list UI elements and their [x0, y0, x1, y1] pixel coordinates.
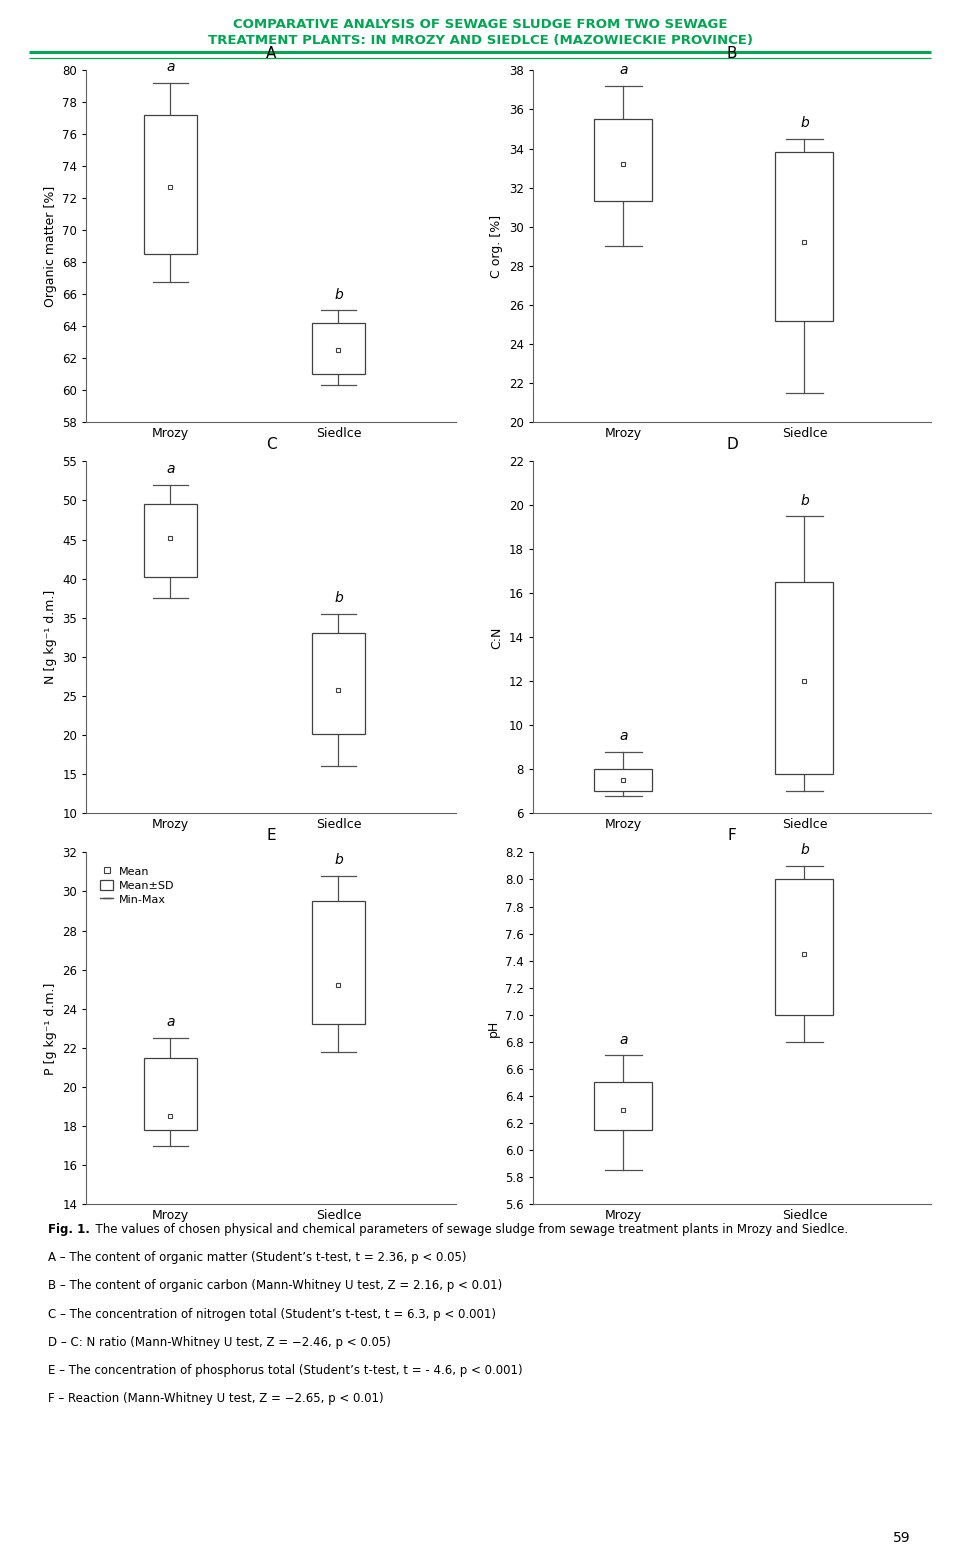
- Text: b: b: [334, 288, 343, 302]
- Text: b: b: [334, 852, 343, 866]
- Text: a: a: [166, 1015, 175, 1029]
- Text: a: a: [619, 729, 628, 743]
- Bar: [776, 582, 833, 774]
- Text: D: D: [726, 436, 738, 452]
- Text: COMPARATIVE ANALYSIS OF SEWAGE SLUDGE FROM TWO SEWAGE: COMPARATIVE ANALYSIS OF SEWAGE SLUDGE FR…: [232, 17, 728, 31]
- Text: b: b: [800, 116, 809, 130]
- Text: C – The concentration of nitrogen total (Student’s t-test, t = 6.3, p < 0.001): C – The concentration of nitrogen total …: [48, 1308, 496, 1320]
- Text: B: B: [727, 45, 737, 61]
- Text: A: A: [266, 45, 276, 61]
- Text: Fig. 1.: Fig. 1.: [48, 1223, 90, 1236]
- Text: a: a: [166, 61, 175, 75]
- Text: B – The content of organic carbon (Mann-Whitney U test, Z = 2.16, p < 0.01): B – The content of organic carbon (Mann-…: [48, 1279, 502, 1292]
- Y-axis label: pH: pH: [487, 1020, 499, 1037]
- Bar: [311, 901, 365, 1024]
- Text: D – C: N ratio (Mann-Whitney U test, Z = −2.46, p < 0.05): D – C: N ratio (Mann-Whitney U test, Z =…: [48, 1336, 391, 1348]
- Text: F: F: [728, 827, 736, 843]
- Bar: [143, 116, 197, 255]
- Bar: [594, 119, 653, 202]
- Text: C: C: [266, 436, 276, 452]
- Text: b: b: [800, 494, 809, 508]
- Text: F – Reaction (Mann-Whitney U test, Z = −2.65, p < 0.01): F – Reaction (Mann-Whitney U test, Z = −…: [48, 1392, 384, 1404]
- Text: b: b: [334, 591, 343, 605]
- Text: E – The concentration of phosphorus total (Student’s t-test, t = - 4.6, p < 0.00: E – The concentration of phosphorus tota…: [48, 1364, 522, 1376]
- Text: 59: 59: [893, 1531, 910, 1545]
- Y-axis label: Organic matter [%]: Organic matter [%]: [44, 186, 57, 307]
- Bar: [311, 633, 365, 734]
- Text: E: E: [266, 827, 276, 843]
- Text: b: b: [800, 843, 809, 857]
- Text: TREATMENT PLANTS: IN MROZY AND SIEDLCE (MAZOWIECKIE PROVINCE): TREATMENT PLANTS: IN MROZY AND SIEDLCE (…: [207, 33, 753, 47]
- Y-axis label: P [g kg⁻¹ d.m.]: P [g kg⁻¹ d.m.]: [44, 982, 57, 1074]
- Text: a: a: [619, 63, 628, 77]
- Bar: [776, 879, 833, 1015]
- Text: a: a: [166, 461, 175, 475]
- Text: A – The content of organic matter (Student’s t-test, t = 2.36, p < 0.05): A – The content of organic matter (Stude…: [48, 1251, 467, 1264]
- Legend: Mean, Mean±SD, Min-Max: Mean, Mean±SD, Min-Max: [96, 862, 179, 909]
- Bar: [143, 1057, 197, 1129]
- Y-axis label: C org. [%]: C org. [%]: [491, 214, 503, 278]
- Bar: [311, 324, 365, 374]
- Text: The values of chosen physical and chemical parameters of sewage sludge from sewa: The values of chosen physical and chemic…: [88, 1223, 849, 1236]
- Bar: [143, 505, 197, 577]
- Text: a: a: [619, 1032, 628, 1046]
- Bar: [594, 769, 653, 791]
- Y-axis label: N [g kg⁻¹ d.m.]: N [g kg⁻¹ d.m.]: [44, 590, 57, 685]
- Bar: [594, 1082, 653, 1129]
- Y-axis label: C:N: C:N: [491, 626, 503, 649]
- Bar: [776, 153, 833, 321]
